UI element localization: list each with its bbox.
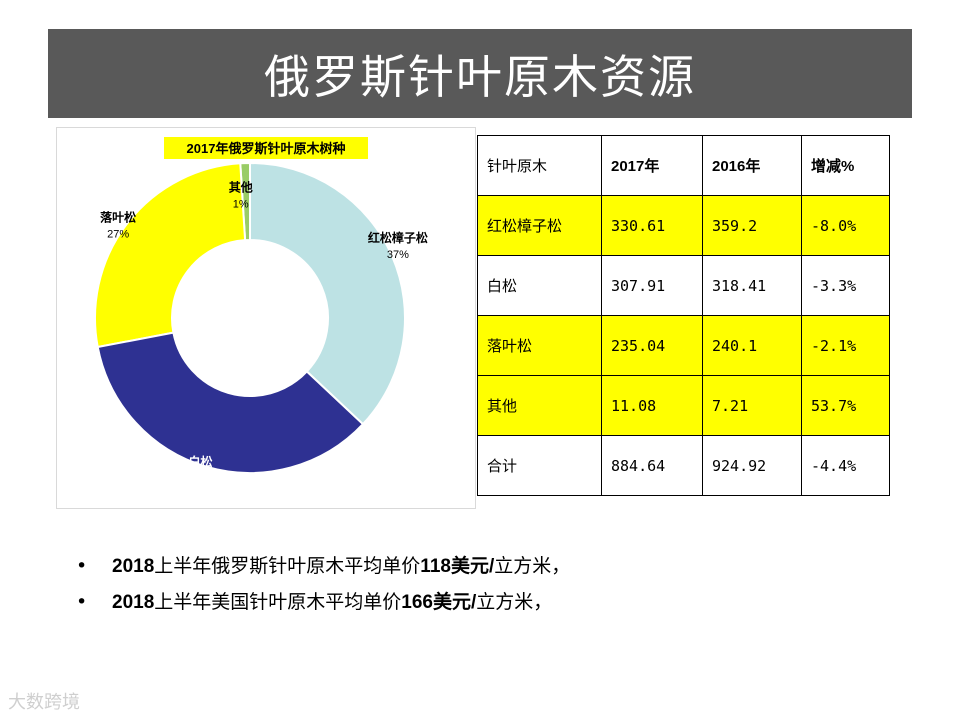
header-cell: 2016年 (702, 135, 802, 196)
slice-white-pine (96, 331, 365, 474)
bullet-item: • 2018上半年美国针叶原木平均单价166美元/立方米， (72, 584, 570, 620)
table-row: 合计 884.64 924.92 -4.4% (477, 435, 890, 496)
table-row: 红松樟子松 330.61 359.2 -8.0% (477, 195, 890, 256)
value-2016-cell: 7.21 (702, 375, 802, 436)
bullet-price: 118美元/ (420, 556, 495, 577)
change-cell: -2.1% (801, 315, 890, 376)
bullet-price: 166美元/ (401, 592, 477, 613)
slice-category-label: 红松樟子松 (368, 230, 428, 245)
donut-chart-svg: 2017年俄罗斯针叶原木树种 红松樟子松 37% 白松 35% 落叶松 27% 其他 1% (94, 137, 428, 485)
slice-percent-label: 35% (190, 473, 212, 485)
row-name-cell: 合计 (477, 435, 602, 496)
title-bar: 俄罗斯针叶原木资源 (48, 29, 912, 118)
slice-category-label: 落叶松 (100, 209, 136, 224)
value-2017-cell: 330.61 (601, 195, 703, 256)
timber-table: 针叶原木 2017年 2016年 增减% 红松樟子松 330.61 359.2 … (477, 135, 890, 496)
bullet-text: 上半年俄罗斯针叶原木平均单价 (154, 555, 421, 577)
header-cell: 2017年 (601, 135, 703, 196)
table-header-row: 针叶原木 2017年 2016年 增减% (477, 135, 890, 196)
slice-percent-label: 37% (387, 249, 409, 261)
value-2017-cell: 307.91 (601, 255, 703, 316)
table-row: 白松 307.91 318.41 -3.3% (477, 255, 890, 316)
bullet-item: • 2018上半年俄罗斯针叶原木平均单价118美元/立方米， (72, 548, 570, 584)
value-2017-cell: 11.08 (601, 375, 703, 436)
value-2016-cell: 924.92 (702, 435, 802, 496)
bullet-dot-icon: • (76, 591, 88, 613)
row-name-cell: 其他 (477, 375, 602, 436)
table-row: 落叶松 235.04 240.1 -2.1% (477, 315, 890, 376)
bullet-unit: 立方米， (476, 591, 553, 613)
row-name-cell: 白松 (477, 255, 602, 316)
row-name-cell: 红松樟子松 (477, 195, 602, 256)
header-cell: 针叶原木 (477, 135, 602, 196)
bullet-dot-icon: • (76, 555, 88, 577)
slice-red-pine (249, 161, 406, 426)
watermark: 大数跨境 (8, 692, 80, 713)
change-cell: -4.4% (801, 435, 890, 496)
bullet-unit: 立方米， (494, 555, 571, 577)
change-cell: 53.7% (801, 375, 890, 436)
bullet-list: • 2018上半年俄罗斯针叶原木平均单价118美元/立方米， • 2018上半年… (72, 548, 570, 620)
slice-percent-label: 1% (233, 199, 249, 211)
header-cell: 增减% (801, 135, 890, 196)
table-row: 其他 11.08 7.21 53.7% (477, 375, 890, 436)
slice-larch (94, 162, 247, 349)
change-cell: -8.0% (801, 195, 890, 256)
page-title: 俄罗斯针叶原木资源 (264, 49, 696, 104)
value-2017-cell: 884.64 (601, 435, 703, 496)
row-name-cell: 落叶松 (477, 315, 602, 376)
slice-category-label: 其他 (229, 180, 253, 195)
slice-category-label: 白松 (189, 454, 213, 469)
chart-title: 2017年俄罗斯针叶原木树种 (187, 141, 346, 156)
slice-percent-label: 27% (107, 228, 129, 240)
bullet-year: 2018 (112, 556, 155, 577)
bullet-year: 2018 (112, 592, 155, 613)
chart-title-bg (164, 137, 368, 159)
bullet-text: 上半年美国针叶原木平均单价 (154, 591, 402, 613)
value-2016-cell: 318.41 (702, 255, 802, 316)
value-2017-cell: 235.04 (601, 315, 703, 376)
value-2016-cell: 240.1 (702, 315, 802, 376)
change-cell: -3.3% (801, 255, 890, 316)
value-2016-cell: 359.2 (702, 195, 802, 256)
donut-chart: 2017年俄罗斯针叶原木树种 红松樟子松 37% 白松 35% 落叶松 27% 其他 1% (56, 127, 476, 509)
